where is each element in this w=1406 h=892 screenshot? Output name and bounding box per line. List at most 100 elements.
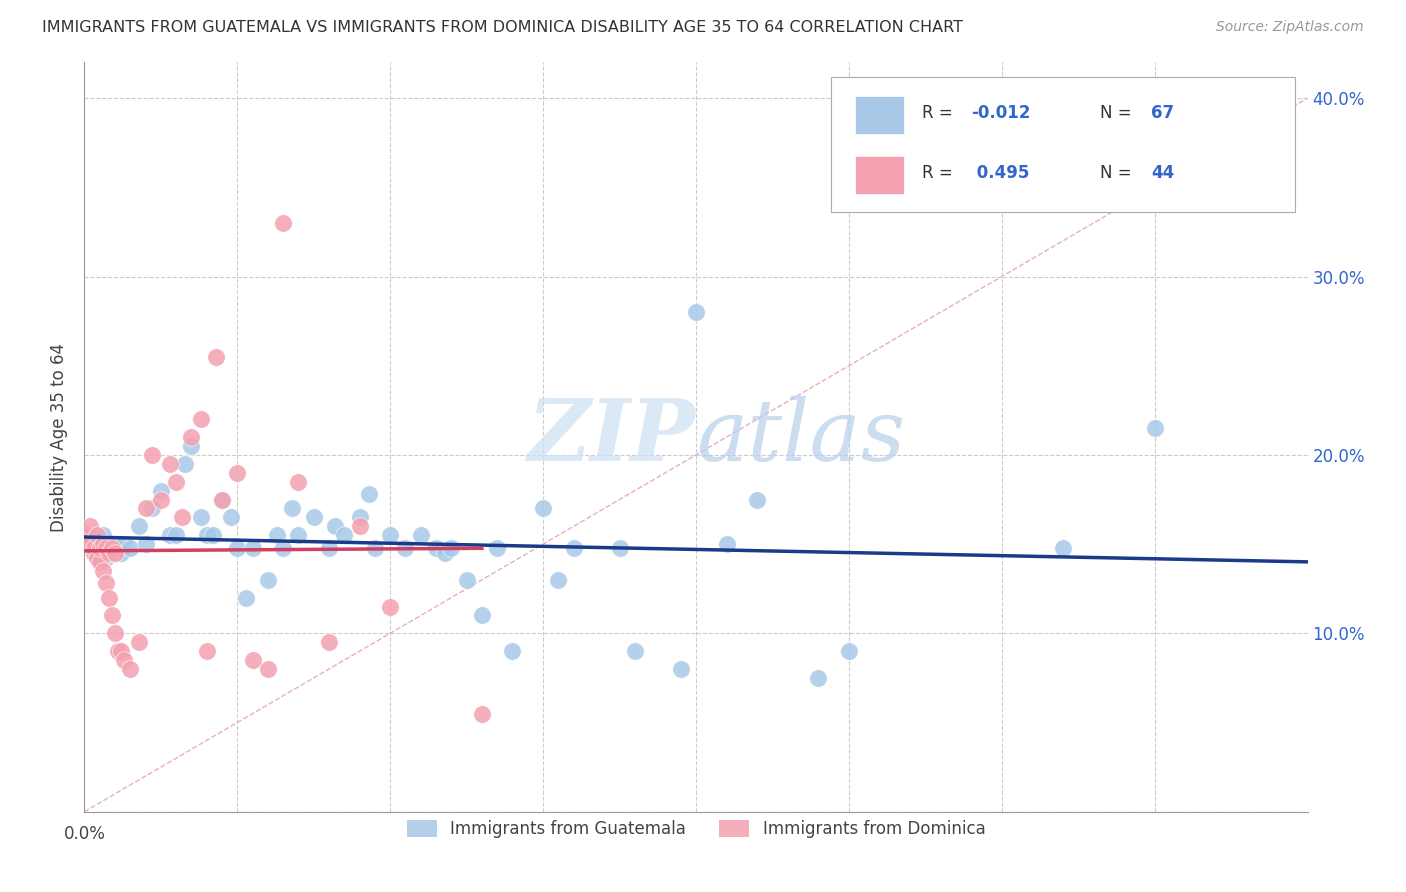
Text: R =: R = xyxy=(922,164,959,182)
Point xyxy=(807,671,830,685)
Point xyxy=(624,644,647,658)
Point xyxy=(94,541,117,555)
Point xyxy=(165,475,187,489)
Point xyxy=(91,542,114,557)
Point xyxy=(79,537,101,551)
Point xyxy=(83,546,105,560)
Point xyxy=(271,541,294,555)
Point xyxy=(349,510,371,524)
Point xyxy=(531,501,554,516)
Point xyxy=(86,533,108,548)
Point xyxy=(94,537,117,551)
Text: 0.0%: 0.0% xyxy=(63,825,105,843)
Point xyxy=(180,439,202,453)
Point xyxy=(318,635,340,649)
Point xyxy=(266,528,288,542)
Point xyxy=(242,653,264,667)
Point xyxy=(159,457,181,471)
Point xyxy=(364,541,387,555)
Point xyxy=(149,483,172,498)
Text: IMMIGRANTS FROM GUATEMALA VS IMMIGRANTS FROM DOMINICA DISABILITY AGE 35 TO 64 CO: IMMIGRANTS FROM GUATEMALA VS IMMIGRANTS … xyxy=(42,20,963,35)
Point xyxy=(120,541,142,555)
Point xyxy=(747,492,769,507)
Point xyxy=(104,546,127,560)
Point xyxy=(1052,541,1074,555)
Point xyxy=(83,541,105,555)
Point xyxy=(333,528,356,542)
Text: 44: 44 xyxy=(1152,164,1174,182)
Point xyxy=(101,608,124,623)
Point xyxy=(104,626,127,640)
Text: 0.495: 0.495 xyxy=(972,164,1029,182)
Point xyxy=(287,475,309,489)
Point xyxy=(128,635,150,649)
Point xyxy=(456,573,478,587)
Point xyxy=(101,541,124,555)
Point xyxy=(838,644,860,658)
Point xyxy=(83,546,105,560)
Text: R =: R = xyxy=(922,104,959,122)
Point xyxy=(107,644,129,658)
Text: ZIP: ZIP xyxy=(529,395,696,479)
Point xyxy=(190,510,212,524)
Point xyxy=(172,510,194,524)
Point xyxy=(165,528,187,542)
Point xyxy=(409,528,432,542)
Point xyxy=(86,528,108,542)
Point xyxy=(318,541,340,555)
Point xyxy=(471,608,494,623)
Point xyxy=(201,528,224,542)
Point xyxy=(190,412,212,426)
Point xyxy=(104,537,127,551)
Text: Source: ZipAtlas.com: Source: ZipAtlas.com xyxy=(1216,20,1364,34)
Point xyxy=(97,591,120,605)
Point xyxy=(112,537,135,551)
Y-axis label: Disability Age 35 to 64: Disability Age 35 to 64 xyxy=(51,343,69,532)
FancyBboxPatch shape xyxy=(831,78,1295,212)
Point xyxy=(349,519,371,533)
Point xyxy=(562,541,585,555)
Point xyxy=(97,541,120,555)
Point xyxy=(101,546,124,560)
Point xyxy=(1143,421,1166,435)
Point xyxy=(226,466,249,480)
Point xyxy=(149,492,172,507)
Point xyxy=(89,537,111,551)
Point xyxy=(471,706,494,721)
Point xyxy=(180,430,202,444)
Point xyxy=(195,644,218,658)
Point xyxy=(302,510,325,524)
FancyBboxPatch shape xyxy=(855,96,904,134)
Text: atlas: atlas xyxy=(696,396,905,478)
Point xyxy=(79,519,101,533)
Text: -0.012: -0.012 xyxy=(972,104,1031,122)
Point xyxy=(141,501,163,516)
Point xyxy=(219,510,242,524)
Point xyxy=(94,576,117,591)
Point xyxy=(86,541,108,555)
Point xyxy=(97,546,120,560)
Point xyxy=(89,541,111,555)
Text: N =: N = xyxy=(1099,104,1136,122)
Point xyxy=(112,653,135,667)
Text: 67: 67 xyxy=(1152,104,1174,122)
Text: N =: N = xyxy=(1099,164,1136,182)
Point xyxy=(669,662,692,676)
Point xyxy=(357,487,380,501)
Point xyxy=(257,573,280,587)
Point xyxy=(287,528,309,542)
Point xyxy=(271,216,294,230)
Point xyxy=(107,541,129,555)
Point xyxy=(434,546,457,560)
Point xyxy=(174,457,197,471)
Point xyxy=(159,528,181,542)
Point xyxy=(211,492,233,507)
Point xyxy=(609,541,631,555)
Point xyxy=(110,644,132,658)
Point xyxy=(94,551,117,566)
Point xyxy=(685,305,707,319)
Point xyxy=(120,662,142,676)
Point xyxy=(110,546,132,560)
Point xyxy=(380,528,402,542)
Point xyxy=(89,555,111,569)
